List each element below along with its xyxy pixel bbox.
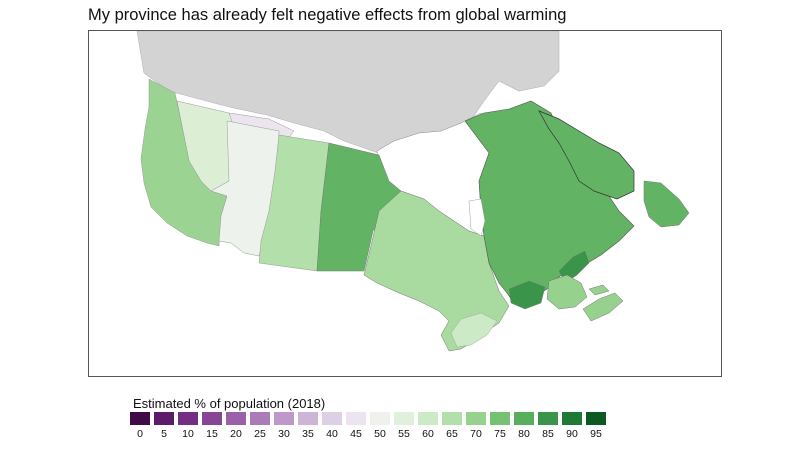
legend-swatch	[514, 412, 534, 425]
region-southern-ontario	[450, 312, 498, 348]
legend-tick-label: 10	[182, 428, 194, 440]
legend-swatch	[466, 412, 486, 425]
legend-swatch	[250, 412, 270, 425]
legend-tick-label: 90	[566, 428, 578, 440]
legend-tick-label: 5	[161, 428, 167, 440]
legend-tick-label: 15	[206, 428, 218, 440]
legend-swatch	[130, 412, 150, 425]
legend-swatch	[226, 412, 246, 425]
legend-item: 35	[298, 412, 322, 440]
legend-swatch	[538, 412, 558, 425]
legend-swatch	[370, 412, 390, 425]
legend-swatch	[322, 412, 342, 425]
legend-swatch	[346, 412, 366, 425]
legend-tick-label: 35	[302, 428, 314, 440]
legend-item: 80	[514, 412, 538, 440]
canada-map	[136, 31, 690, 352]
region-newfoundland-island	[643, 180, 690, 228]
legend-swatch	[586, 412, 606, 425]
legend-tick-label: 85	[542, 428, 554, 440]
legend-item: 40	[322, 412, 346, 440]
legend-tick-label: 70	[470, 428, 482, 440]
legend-item: 45	[346, 412, 370, 440]
legend-tick-label: 60	[422, 428, 434, 440]
legend-swatch	[178, 412, 198, 425]
region-newfoundland-labrador	[538, 110, 635, 200]
legend-item: 25	[250, 412, 274, 440]
legend-item: 50	[370, 412, 394, 440]
legend-tick-label: 80	[518, 428, 530, 440]
legend-swatch	[202, 412, 222, 425]
legend-item: 75	[490, 412, 514, 440]
legend-item: 95	[586, 412, 610, 440]
legend-tick-label: 20	[230, 428, 242, 440]
legend-tick-label: 55	[398, 428, 410, 440]
legend-item: 90	[562, 412, 586, 440]
legend-item: 70	[466, 412, 490, 440]
region-quebec-south	[508, 280, 546, 310]
legend-swatch	[490, 412, 510, 425]
legend-swatch	[274, 412, 294, 425]
legend-tick-label: 40	[326, 428, 338, 440]
legend-tick-label: 0	[137, 428, 143, 440]
legend-swatch	[442, 412, 462, 425]
legend-tick-label: 50	[374, 428, 386, 440]
legend-swatch	[298, 412, 318, 425]
legend-swatch	[394, 412, 414, 425]
region-new-brunswick	[546, 274, 588, 310]
map-panel	[88, 30, 722, 377]
region-nova-scotia	[582, 292, 624, 322]
legend-item: 15	[202, 412, 226, 440]
region-british-columbia	[140, 78, 228, 247]
legend-swatch	[562, 412, 582, 425]
legend-swatch	[154, 412, 174, 425]
legend-item: 30	[274, 412, 298, 440]
legend-item: 10	[178, 412, 202, 440]
legend-item: 5	[154, 412, 178, 440]
legend-item: 0	[130, 412, 154, 440]
legend-item: 65	[442, 412, 466, 440]
legend-item: 20	[226, 412, 250, 440]
map-title: My province has already felt negative ef…	[88, 6, 567, 24]
region-pei	[588, 284, 610, 296]
legend-tick-label: 95	[590, 428, 602, 440]
legend-tick-label: 25	[254, 428, 266, 440]
legend-tick-label: 65	[446, 428, 458, 440]
legend-tick-label: 75	[494, 428, 506, 440]
legend-tick-label: 30	[278, 428, 290, 440]
legend-item: 55	[394, 412, 418, 440]
legend-swatch	[418, 412, 438, 425]
james-bay	[468, 198, 486, 237]
legend-item: 60	[418, 412, 442, 440]
legend-tick-label: 45	[350, 428, 362, 440]
legend: 0 5 10 15 20 25 30 35 40 45 50 55 60 65 70 75 80 85 90 95	[130, 412, 610, 440]
legend-title: Estimated % of population (2018)	[133, 396, 326, 411]
legend-item: 85	[538, 412, 562, 440]
